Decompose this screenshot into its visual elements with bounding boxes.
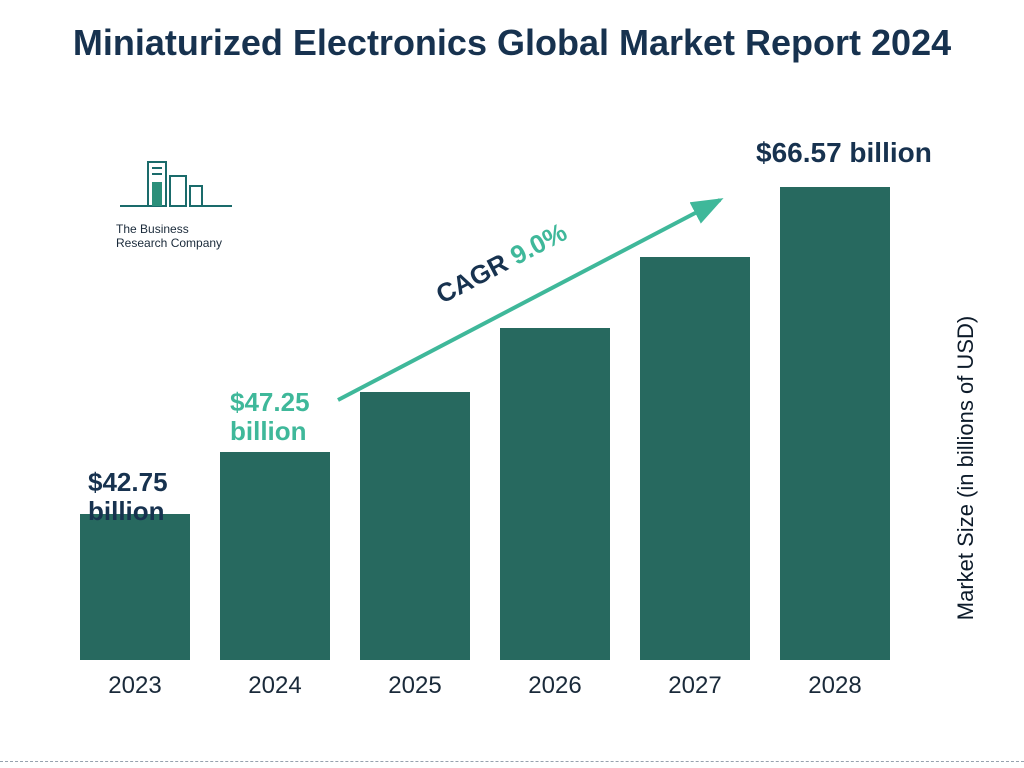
x-tick-2028: 2028 — [770, 672, 900, 700]
chart-plot-area — [70, 140, 930, 660]
bar-2027 — [640, 257, 750, 660]
data-label-1: $47.25billion — [230, 388, 310, 445]
bar-2024 — [220, 452, 330, 660]
x-tick-2025: 2025 — [350, 672, 480, 700]
page-root: Miniaturized Electronics Global Market R… — [0, 0, 1024, 768]
x-tick-2026: 2026 — [490, 672, 620, 700]
data-label-2: $66.57 billion — [756, 138, 932, 169]
y-axis-label: Market Size (in billions of USD) — [953, 308, 979, 628]
bar-2025 — [360, 392, 470, 660]
bar-2023 — [80, 514, 190, 660]
bar-chart: 2023 2024 2025 2026 2027 2028 — [70, 140, 930, 700]
chart-title: Miniaturized Electronics Global Market R… — [0, 20, 1024, 65]
bar-2028 — [780, 187, 890, 660]
bar-2026 — [500, 328, 610, 660]
bottom-dashed-rule — [0, 761, 1024, 762]
data-label-0: $42.75billion — [88, 468, 168, 525]
x-tick-2023: 2023 — [70, 672, 200, 700]
x-tick-2024: 2024 — [210, 672, 340, 700]
x-tick-2027: 2027 — [630, 672, 760, 700]
chart-title-text: Miniaturized Electronics Global Market R… — [73, 22, 951, 63]
